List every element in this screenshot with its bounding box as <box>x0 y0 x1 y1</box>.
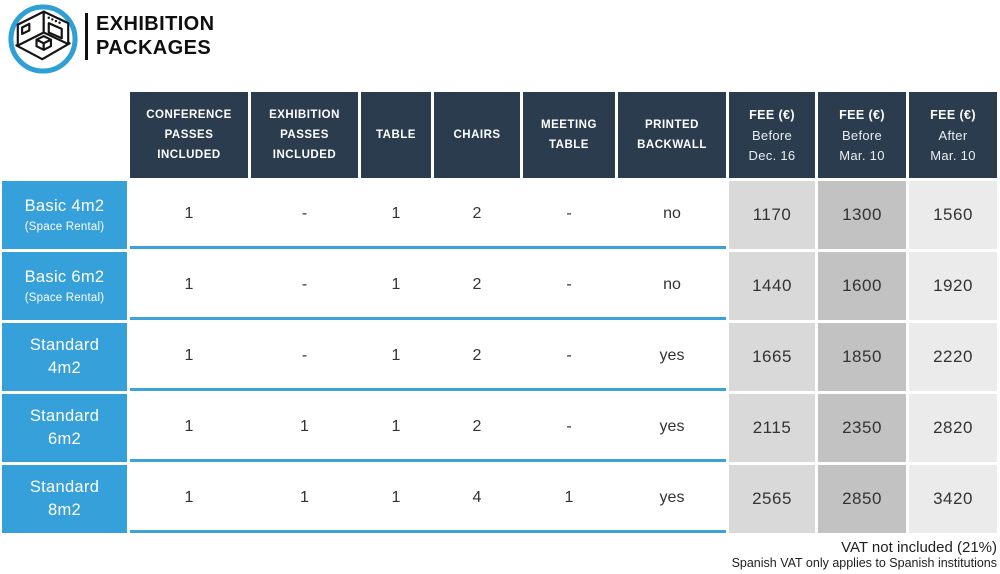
vat-footnote-line2: Spanish VAT only applies to Spanish inst… <box>731 556 997 570</box>
cell-printed-backwall: yes <box>659 417 685 435</box>
cell-fee-after-mar10: 1560 <box>909 181 997 249</box>
cell-exhibition-passes: - <box>301 275 308 293</box>
column-header-printed-backwall: PRINTED BACKWALL <box>618 92 726 178</box>
row-label-basic-6m2: Basic 6m2 (Space Rental) <box>2 252 127 320</box>
cell-fee-before-dec16: 2565 <box>729 465 815 533</box>
row-label-standard-4m2: Standard 4m2 <box>2 323 127 391</box>
cell-exhibition-passes: 1 <box>300 488 309 506</box>
row-label-sub: (Space Rental) <box>24 220 105 233</box>
cell-fee-before-dec16: 2115 <box>729 394 815 462</box>
cell-chairs: 4 <box>472 488 482 506</box>
cell-fee-after-mar10: 2820 <box>909 394 997 462</box>
cell-chairs: 2 <box>472 346 482 364</box>
cell-meeting-table: - <box>566 204 572 222</box>
row-label-sub: 8m2 <box>48 501 81 519</box>
row-label-main: Basic 4m2 <box>24 197 105 216</box>
cell-fee-before-mar10: 1600 <box>818 252 906 320</box>
page-title-line1: EXHIBITION <box>96 13 215 35</box>
cell-meeting-table: - <box>566 275 572 293</box>
cell-fee-after-mar10: 1920 <box>909 252 997 320</box>
cell-meeting-table: 1 <box>564 488 574 506</box>
row-label-standard-8m2: Standard 8m2 <box>2 465 127 533</box>
cell-fee-before-mar10: 2850 <box>818 465 906 533</box>
cell-fee-before-mar10: 1850 <box>818 323 906 391</box>
fee-sub1: After <box>938 128 968 144</box>
vat-footnote: VAT not included (21%) Spanish VAT only … <box>732 539 997 571</box>
cell-table: 1 <box>391 488 401 506</box>
cell-fee-before-mar10: 2350 <box>818 394 906 462</box>
cell-chairs: 2 <box>472 275 482 293</box>
cell-conference-passes: 1 <box>184 204 194 222</box>
fee-title: FEE (€) <box>930 107 976 122</box>
page-title-line2: PACKAGES <box>96 37 212 59</box>
title-divider <box>85 13 88 60</box>
cell-printed-backwall: yes <box>659 488 685 506</box>
cell-printed-backwall: no <box>663 275 681 293</box>
vat-footnote-line1: VAT not included (21%) <box>841 539 997 556</box>
row-label-sub: 6m2 <box>48 430 81 448</box>
cell-fee-after-mar10: 2220 <box>909 323 997 391</box>
cell-meeting-table: - <box>566 417 572 435</box>
fee-sub1: Before <box>841 128 883 144</box>
column-header-fee-after-mar10: FEE (€) After Mar. 10 <box>909 92 997 178</box>
table-row: 1 - 1 2 - no <box>130 181 726 249</box>
column-header-conference-passes: CONFERENCE PASSES INCLUDED <box>130 92 248 178</box>
packages-table: CONFERENCE PASSES INCLUDED EXHIBITION PA… <box>2 92 997 533</box>
column-header-chairs: CHAIRS <box>434 92 520 178</box>
cell-table: 1 <box>391 346 401 364</box>
table-row: 1 1 1 2 - yes <box>130 394 726 462</box>
fee-sub2: Dec. 16 <box>748 147 796 163</box>
cell-fee-before-mar10: 1300 <box>818 181 906 249</box>
cell-fee-before-dec16: 1665 <box>729 323 815 391</box>
page-title: EXHIBITION PACKAGES <box>96 12 214 60</box>
cell-exhibition-passes: - <box>301 204 308 222</box>
cell-printed-backwall: yes <box>659 346 685 364</box>
row-label-standard-6m2: Standard 6m2 <box>2 394 127 462</box>
cell-fee-before-dec16: 1170 <box>729 181 815 249</box>
cell-table: 1 <box>391 204 401 222</box>
row-label-main: Standard <box>29 477 100 496</box>
cell-conference-passes: 1 <box>184 346 194 364</box>
cell-chairs: 2 <box>472 417 482 435</box>
row-label-main: Standard <box>29 335 100 354</box>
row-label-sub: (Space Rental) <box>24 291 105 304</box>
table-row: 1 - 1 2 - yes <box>130 323 726 391</box>
cell-table: 1 <box>391 417 401 435</box>
column-header-fee-before-mar10: FEE (€) Before Mar. 10 <box>818 92 906 178</box>
table-row: 1 - 1 2 - no <box>130 252 726 320</box>
cell-printed-backwall: no <box>663 204 681 222</box>
row-label-basic-4m2: Basic 4m2 (Space Rental) <box>2 181 127 249</box>
column-header-meeting-table: MEETING TABLE <box>523 92 615 178</box>
table-row: 1 1 1 4 1 yes <box>130 465 726 533</box>
cell-meeting-table: - <box>566 346 572 364</box>
fee-sub2: Mar. 10 <box>839 147 885 163</box>
fee-title: FEE (€) <box>839 107 885 122</box>
column-header-fee-before-dec16: FEE (€) Before Dec. 16 <box>729 92 815 178</box>
fee-sub2: Mar. 10 <box>930 147 976 163</box>
cell-exhibition-passes: - <box>301 346 308 364</box>
column-header-table: TABLE <box>361 92 431 178</box>
row-label-main: Basic 6m2 <box>24 268 105 287</box>
exhibition-booth-icon <box>7 3 79 75</box>
cell-exhibition-passes: 1 <box>300 417 309 435</box>
fee-title: FEE (€) <box>749 107 795 122</box>
cell-conference-passes: 1 <box>184 417 194 435</box>
cell-conference-passes: 1 <box>184 488 194 506</box>
cell-chairs: 2 <box>472 204 482 222</box>
cell-fee-before-dec16: 1440 <box>729 252 815 320</box>
cell-table: 1 <box>391 275 401 293</box>
cell-conference-passes: 1 <box>184 275 194 293</box>
row-label-sub: 4m2 <box>48 359 81 377</box>
row-label-main: Standard <box>29 406 100 425</box>
column-header-exhibition-passes: EXHIBITION PASSES INCLUDED <box>251 92 358 178</box>
fee-sub1: Before <box>751 128 793 144</box>
cell-fee-after-mar10: 3420 <box>909 465 997 533</box>
